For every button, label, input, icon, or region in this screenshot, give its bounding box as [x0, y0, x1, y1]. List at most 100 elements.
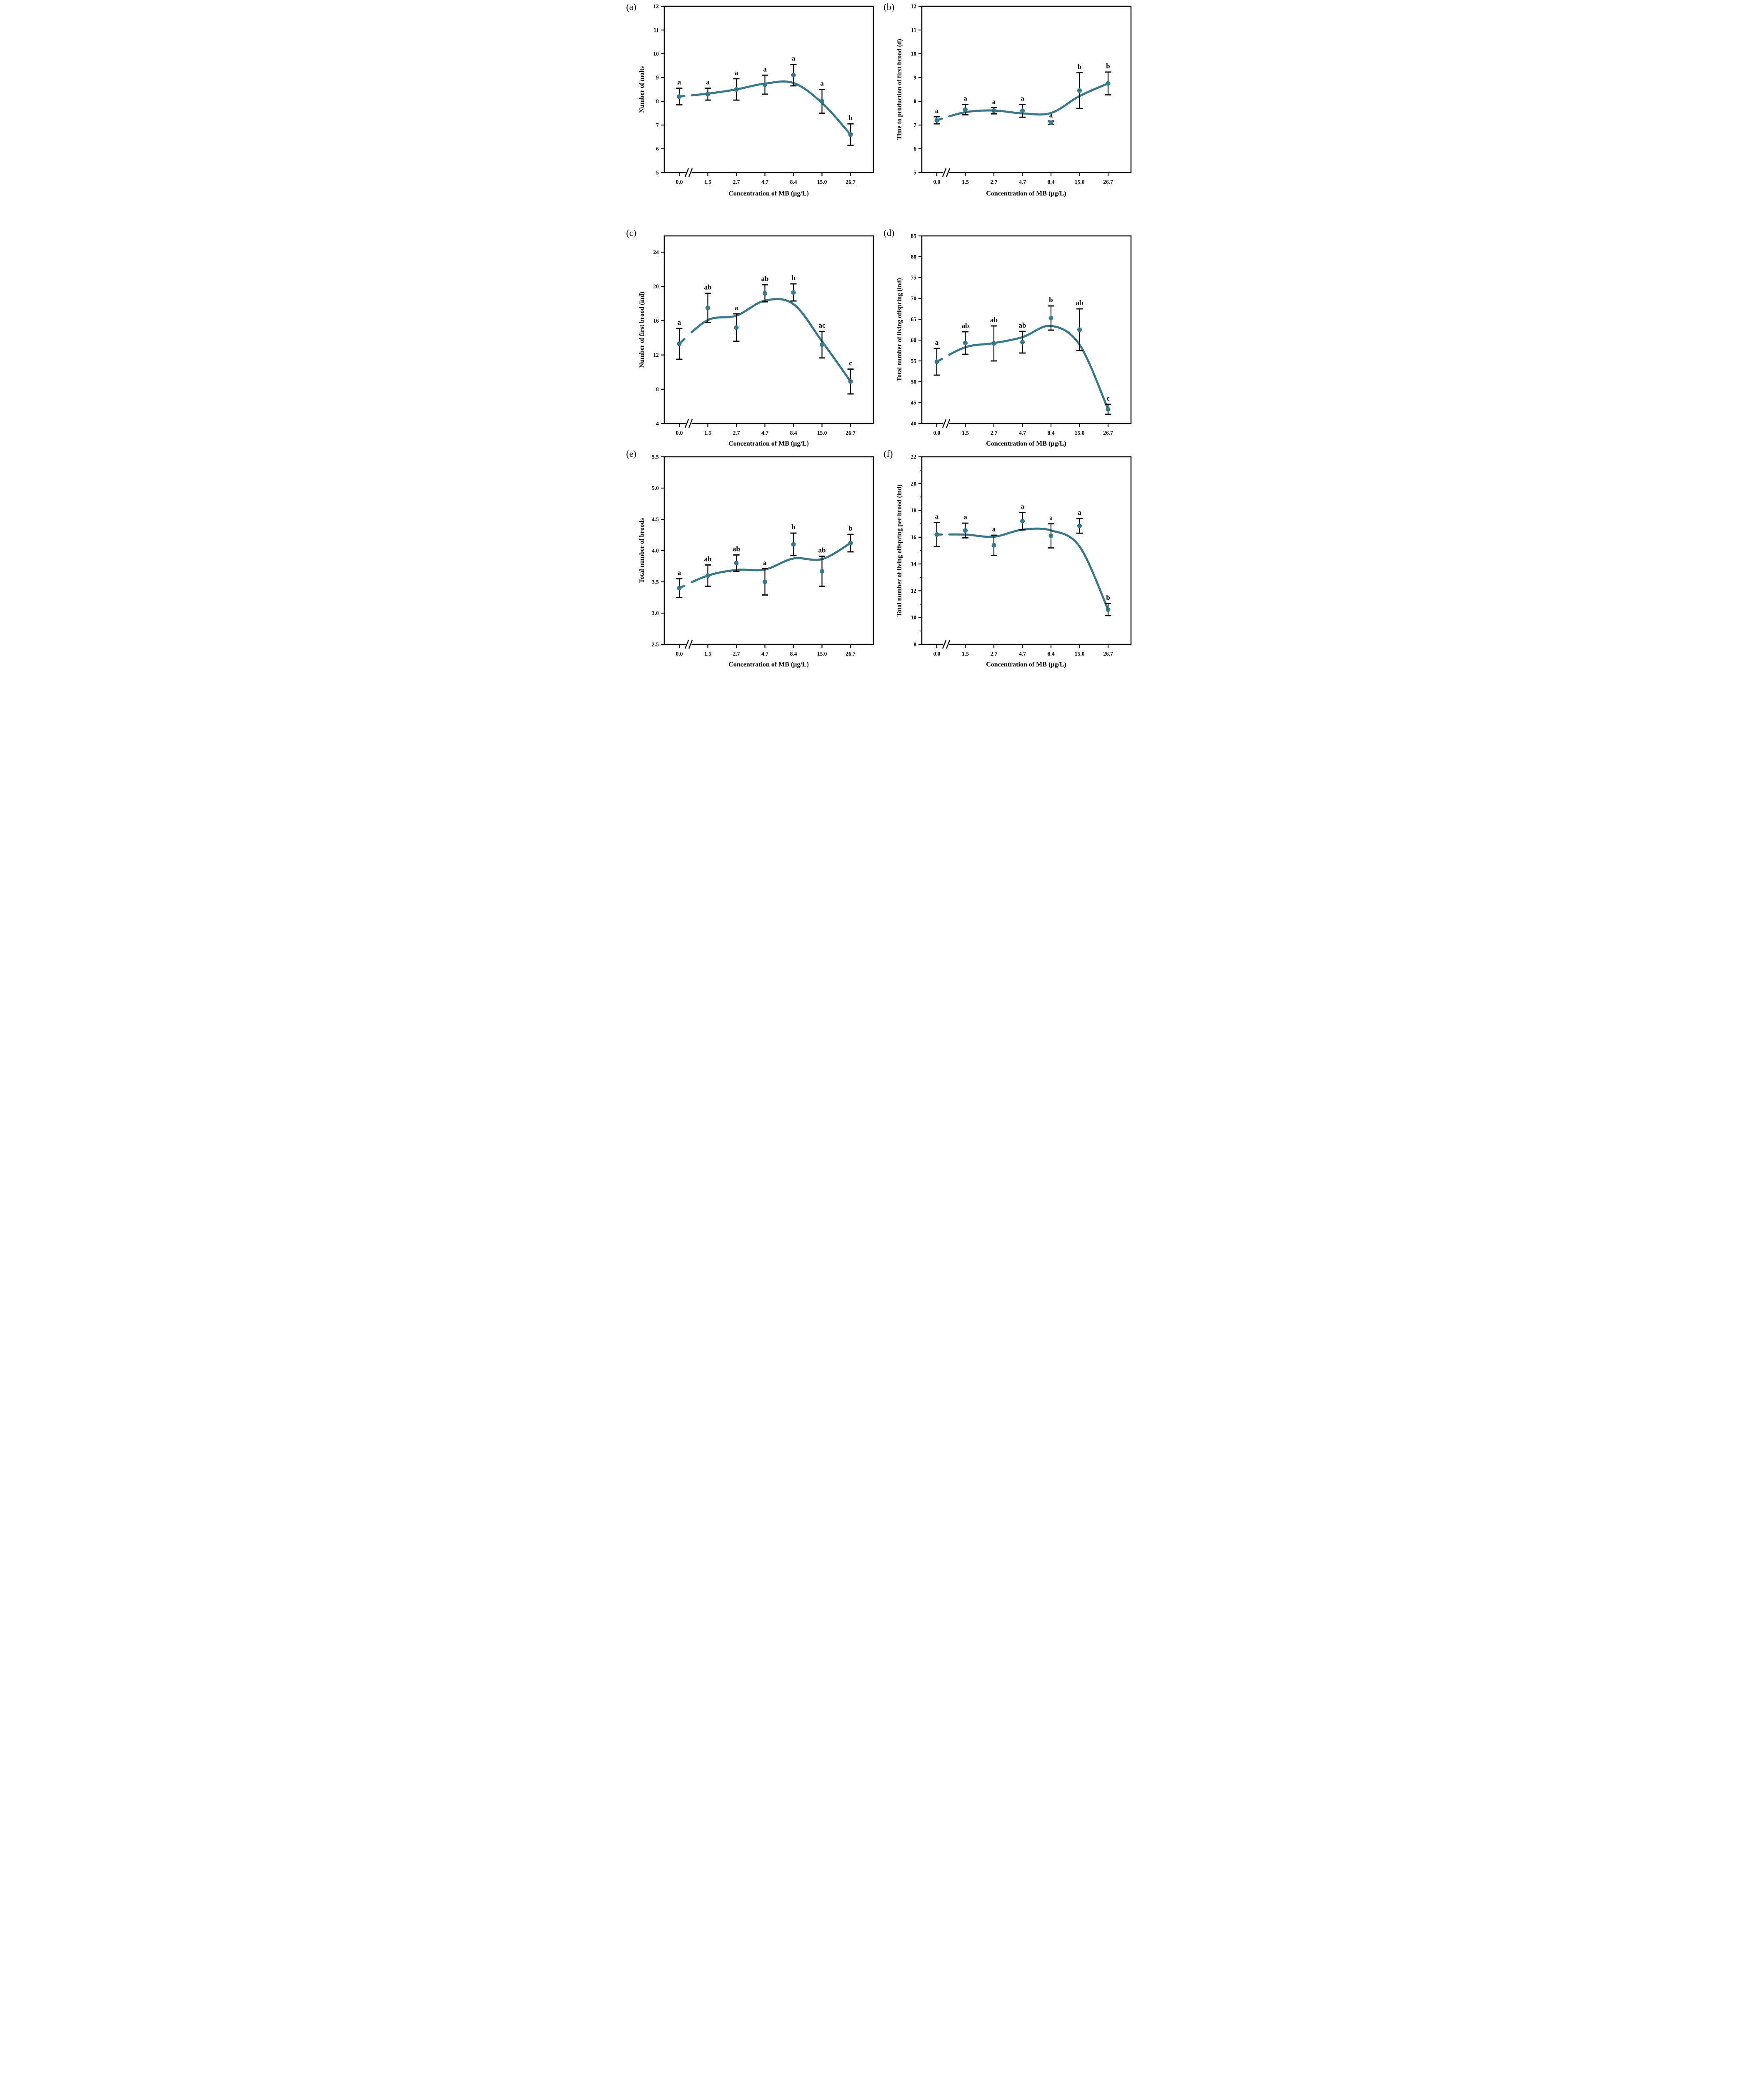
y-tick-label: 6	[656, 146, 659, 152]
y-tick-label: 60	[911, 337, 916, 343]
y-tick-label: 24	[653, 249, 659, 255]
x-tick-label: 1.5	[704, 179, 711, 185]
data-points	[677, 541, 853, 591]
axes	[663, 5, 874, 173]
sig-letter: b	[848, 114, 852, 122]
axis-break-icon	[942, 640, 950, 649]
y-tick-label: 4.5	[652, 516, 659, 523]
axes	[921, 235, 1131, 424]
x-tick-label: 2.7	[733, 179, 740, 185]
sig-letter: ab	[961, 322, 969, 330]
panel-label-c: (c)	[626, 228, 636, 238]
sig-letter: a	[734, 304, 738, 312]
x-axis: 0.0 1.5 2.7 4.7 8.4 15.0 26.7	[676, 168, 856, 185]
panel-b-chart: 5 6 7 8 9 10 11 12 0.0 1.5 2.7 4.7 8.4 15.0 26.7 a a a a a b…	[911, 3, 1131, 185]
y-tick-label: 8	[913, 98, 916, 105]
y-tick-label: 12	[911, 3, 916, 10]
x-tick-label: 4.7	[1019, 179, 1026, 185]
sig-letter: ab	[704, 555, 711, 563]
x-tick-label: 0.0	[933, 179, 940, 185]
y-tick-label: 12	[911, 588, 916, 594]
x-tick-label: 8.4	[790, 179, 797, 185]
panel-b: (b) Time to production of first brood (d…	[882, 0, 1140, 221]
y-tick-label: 65	[911, 316, 916, 323]
axes	[921, 456, 1131, 645]
panel-e: (e) Total number of broods 2.5 3.0 3.5 4.0 4…	[625, 442, 882, 668]
x-axis-title: Concentration of MB (μg/L)	[728, 190, 809, 197]
x-tick-label: 2.7	[990, 430, 997, 436]
data-points	[934, 81, 1110, 125]
sig-letter: a	[677, 318, 681, 326]
x-tick-label: 8.4	[1047, 651, 1054, 657]
sig-letter: c	[1106, 394, 1110, 402]
y-axis: 5 6 7 8 9 10 11 12	[911, 3, 922, 176]
y-tick-label: 80	[911, 254, 916, 260]
y-tick-label: 75	[911, 275, 916, 281]
y-tick-label: 2.5	[652, 641, 659, 648]
error-bars	[933, 511, 1111, 616]
data-series-curve	[936, 527, 1109, 611]
sig-letter: a	[791, 55, 795, 63]
x-axis: 0.0 1.5 2.7 4.7 8.4 15.0 26.7	[933, 640, 1113, 657]
sig-letter: ab	[990, 316, 998, 324]
x-tick-label: 4.7	[1019, 651, 1026, 657]
y-tick-label: 12	[653, 3, 659, 10]
y-axis: 4 8 12 16 20 24	[653, 249, 664, 427]
y-tick-label: 22	[911, 454, 916, 460]
sig-letter: a	[763, 65, 767, 73]
x-tick-label: 26.7	[846, 430, 856, 436]
y-tick-label: 12	[653, 352, 659, 358]
axes	[663, 235, 874, 424]
sig-letters: a a a a a a b	[935, 502, 1110, 601]
sig-letter: a	[992, 525, 996, 533]
sig-letter: ab	[704, 283, 711, 291]
y-tick-label: 7	[656, 122, 659, 128]
data-points	[934, 518, 1110, 612]
y-tick-label: 11	[911, 27, 916, 33]
x-tick-label: 4.7	[1019, 430, 1026, 436]
sig-letter: a	[1049, 111, 1053, 119]
sig-letter: b	[791, 274, 795, 282]
y-tick-label: 50	[911, 379, 916, 385]
data-points	[677, 73, 853, 137]
sig-letter: b	[791, 523, 795, 531]
sig-letters: a a a a a b b	[935, 62, 1110, 119]
sig-letter: a	[935, 107, 938, 115]
panel-label-f: (f)	[883, 448, 893, 459]
x-tick-label: 0.0	[676, 651, 683, 657]
y-tick-label: 3.5	[652, 579, 659, 585]
x-tick-label: 0.0	[933, 430, 940, 436]
y-tick-label: 5.5	[652, 454, 659, 460]
sig-letter: a	[935, 513, 938, 521]
sig-letter: c	[849, 359, 852, 367]
sig-letter: a	[935, 338, 938, 346]
sig-letter: ab	[761, 275, 768, 283]
sig-letters: a a a a a a b	[677, 55, 852, 122]
panel-label-b: (b)	[883, 2, 895, 12]
sig-letter: a	[706, 78, 710, 86]
panel-f: (f) Total number of living offspring per…	[882, 442, 1140, 668]
x-tick-label: 2.7	[990, 179, 997, 185]
panel-label-d: (d)	[883, 228, 895, 238]
panel-d: (d) Total number of living offspring (in…	[882, 221, 1140, 447]
axes	[663, 456, 874, 645]
error-bars	[676, 64, 853, 146]
y-tick-label: 16	[911, 534, 916, 540]
x-tick-label: 26.7	[1103, 651, 1113, 657]
y-tick-label: 45	[911, 400, 916, 406]
y-tick-label: 5	[913, 170, 916, 176]
x-axis-title: Concentration of MB (μg/L)	[986, 190, 1066, 197]
sig-letter: a	[763, 559, 767, 567]
x-tick-label: 4.7	[761, 179, 768, 185]
x-tick-label: 26.7	[846, 651, 856, 657]
figure-grid: (a) Number of molts 5 6 7 8 9 10 11 12 0.0 1.5 2.7…	[625, 0, 1140, 668]
y-axis: 5 6 7 8 9 10 11 12	[653, 3, 664, 176]
sig-letter: ab	[1018, 321, 1026, 329]
x-tick-label: 0.0	[676, 179, 683, 185]
x-tick-label: 1.5	[962, 651, 969, 657]
sig-letter: b	[848, 524, 852, 532]
x-axis: 0.0 1.5 2.7 4.7 8.4 15.0 26.7	[933, 419, 1113, 436]
x-tick-label: 1.5	[962, 430, 969, 436]
